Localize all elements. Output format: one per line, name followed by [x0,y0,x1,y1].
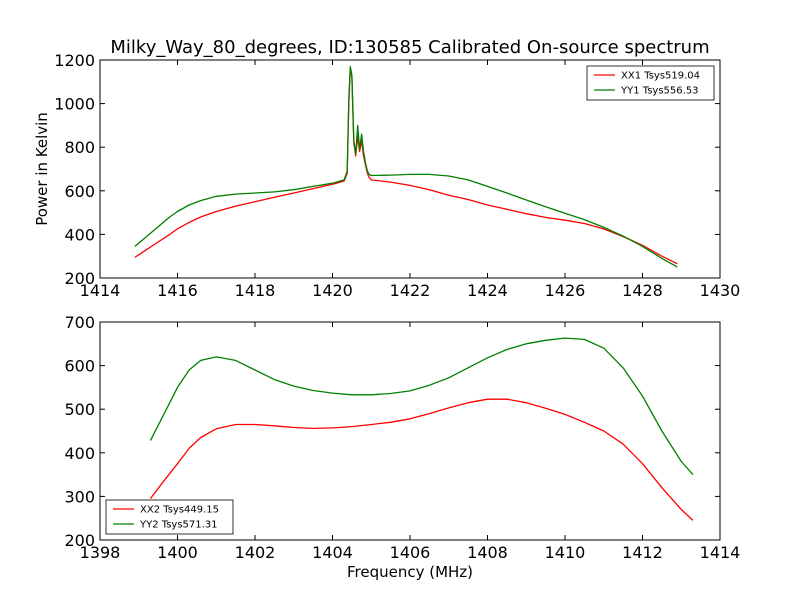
y-tick-label: 200 [64,269,95,288]
y-axis-label: Power in Kelvin [33,112,51,226]
x-tick-label: 1428 [622,281,663,300]
legend-label: YY1 Tsys556.53 [620,86,699,97]
x-tick-label: 1400 [157,543,198,562]
y-tick-label: 700 [64,313,95,332]
y-tick-label: 1000 [54,95,95,114]
y-tick-label: 200 [64,531,95,550]
x-tick-label: 1414 [80,281,121,300]
x-tick-label: 1420 [312,281,353,300]
x-tick-label: 1410 [545,543,586,562]
x-tick-label: 1404 [312,543,353,562]
x-tick-label: 1398 [80,543,121,562]
x-tick-label: 1418 [235,281,276,300]
x-tick-label: 1416 [157,281,198,300]
x-tick-label: 1408 [467,543,508,562]
legend-box [586,65,715,101]
series-line-2 [134,65,678,268]
legend-label: XX1 Tsys519.04 [621,71,700,82]
chart-title: Milky_Way_80_degrees, ID:130585 Calibrat… [110,37,709,58]
x-axis-label: Frequency (MHz) [347,563,473,581]
x-tick-label: 1402 [235,543,276,562]
y-tick-label: 600 [64,182,95,201]
x-tick-label: 1414 [700,543,741,562]
y-tick-label: 300 [64,487,95,506]
x-tick-label: 1426 [545,281,586,300]
series-line-1 [134,68,678,265]
x-tick-label: 1424 [467,281,508,300]
y-tick-label: 600 [64,357,95,376]
panel-bottom: 1398 1400 1402 1404 1406 1408 1410 1412 1414 200 3… [64,313,740,581]
y-tick-label: 400 [64,225,95,244]
x-tick-label: 1422 [390,281,431,300]
legend-label: YY2 Tsys571.31 [139,520,218,531]
x-tick-label: 1412 [622,543,663,562]
y-tick-label: 500 [64,400,95,419]
x-tick-label: 1430 [700,281,741,300]
legend-box [105,499,234,535]
series-line-2 [149,337,694,476]
x-tick-label: 1406 [390,543,431,562]
y-tick-label: 400 [64,444,95,463]
y-tick-label: 1200 [54,51,95,70]
y-tick-label: 800 [64,138,95,157]
legend-label: XX2 Tsys449.15 [140,505,219,516]
panel-top: 1414 1416 1418 1420 1422 1424 1426 1428 1430 200 4… [33,51,740,300]
series-line-1 [149,398,694,521]
